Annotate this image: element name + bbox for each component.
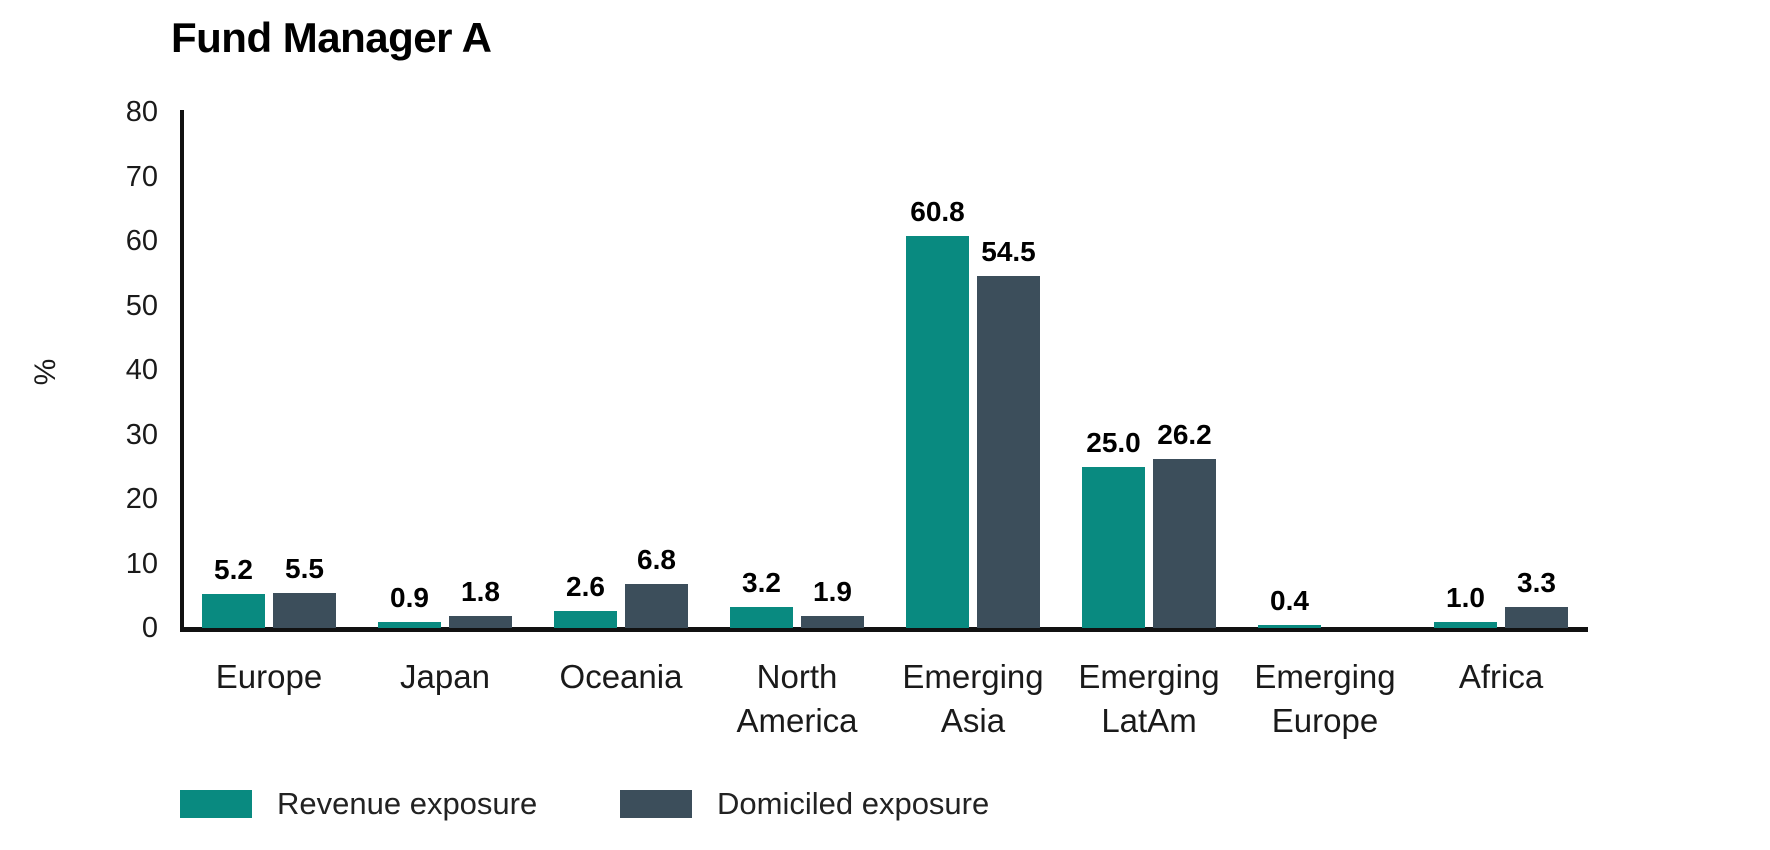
bar-value-label: 1.9 [813, 576, 852, 607]
x-axis-category-label: Emerging LatAm [1078, 658, 1220, 739]
bar-domiciled [449, 616, 512, 628]
bar-revenue [730, 607, 793, 628]
legend-label: Revenue exposure [277, 786, 538, 821]
bar-value-label: 3.2 [742, 567, 781, 598]
bar-value-label: 5.5 [285, 553, 324, 584]
x-axis-category-label: Japan [400, 658, 490, 695]
bar-revenue [554, 611, 617, 628]
bar-value-label: 2.6 [566, 571, 605, 602]
bar-revenue [202, 594, 265, 628]
x-axis-category-label: Oceania [559, 658, 683, 695]
y-tick-label: 10 [125, 547, 158, 580]
legend-item: Domiciled exposure [620, 786, 989, 822]
bar-value-label: 5.2 [214, 554, 253, 585]
x-axis-category-label: Africa [1458, 658, 1544, 695]
chart-title: Fund Manager A [171, 14, 492, 61]
x-axis-line [180, 627, 1588, 632]
y-tick-label: 20 [125, 483, 158, 515]
legend-label: Domiciled exposure [717, 786, 990, 821]
x-axis-category-label: Europe [215, 658, 323, 695]
bar-domiciled [1505, 607, 1568, 628]
bar-domiciled [801, 616, 864, 628]
bar-revenue [1258, 625, 1321, 628]
bar-value-label: 26.2 [1157, 419, 1212, 450]
y-tick-label: 80 [125, 96, 158, 128]
bar-value-label: 54.5 [981, 236, 1036, 267]
bar-revenue [1434, 622, 1497, 628]
y-tick-label: 0 [141, 612, 158, 644]
legend-item: Revenue exposure [180, 786, 537, 822]
bar-value-label: 3.3 [1517, 567, 1556, 598]
bar-domiciled [625, 584, 688, 628]
y-axis-line [180, 110, 184, 632]
bar-revenue [1082, 467, 1145, 628]
bar-value-label: 60.8 [910, 196, 965, 227]
y-tick-label: 40 [125, 354, 158, 386]
y-tick-label: 60 [125, 225, 158, 257]
bar-revenue [378, 622, 441, 628]
bar-domiciled [1153, 459, 1216, 628]
bar-value-label: 0.4 [1270, 585, 1309, 616]
legend-swatch-icon [620, 790, 692, 818]
y-tick-label: 30 [125, 418, 158, 451]
bar-domiciled [977, 276, 1040, 628]
x-axis-category-label: Emerging Asia [902, 658, 1044, 739]
x-axis-category-label: North America [736, 658, 858, 739]
bar-revenue [906, 236, 969, 628]
bar-value-label: 1.8 [461, 576, 500, 607]
bar-value-label: 6.8 [637, 544, 676, 575]
bar-value-label: 25.0 [1086, 427, 1141, 458]
y-tick-label: 70 [125, 160, 158, 193]
x-axis-category-label: Emerging Europe [1254, 658, 1396, 739]
bar-value-label: 0.9 [390, 582, 429, 613]
bar-value-label: 1.0 [1446, 582, 1485, 613]
legend-swatch-icon [180, 790, 252, 818]
y-tick-label: 50 [125, 289, 158, 322]
bar-domiciled [273, 593, 336, 628]
